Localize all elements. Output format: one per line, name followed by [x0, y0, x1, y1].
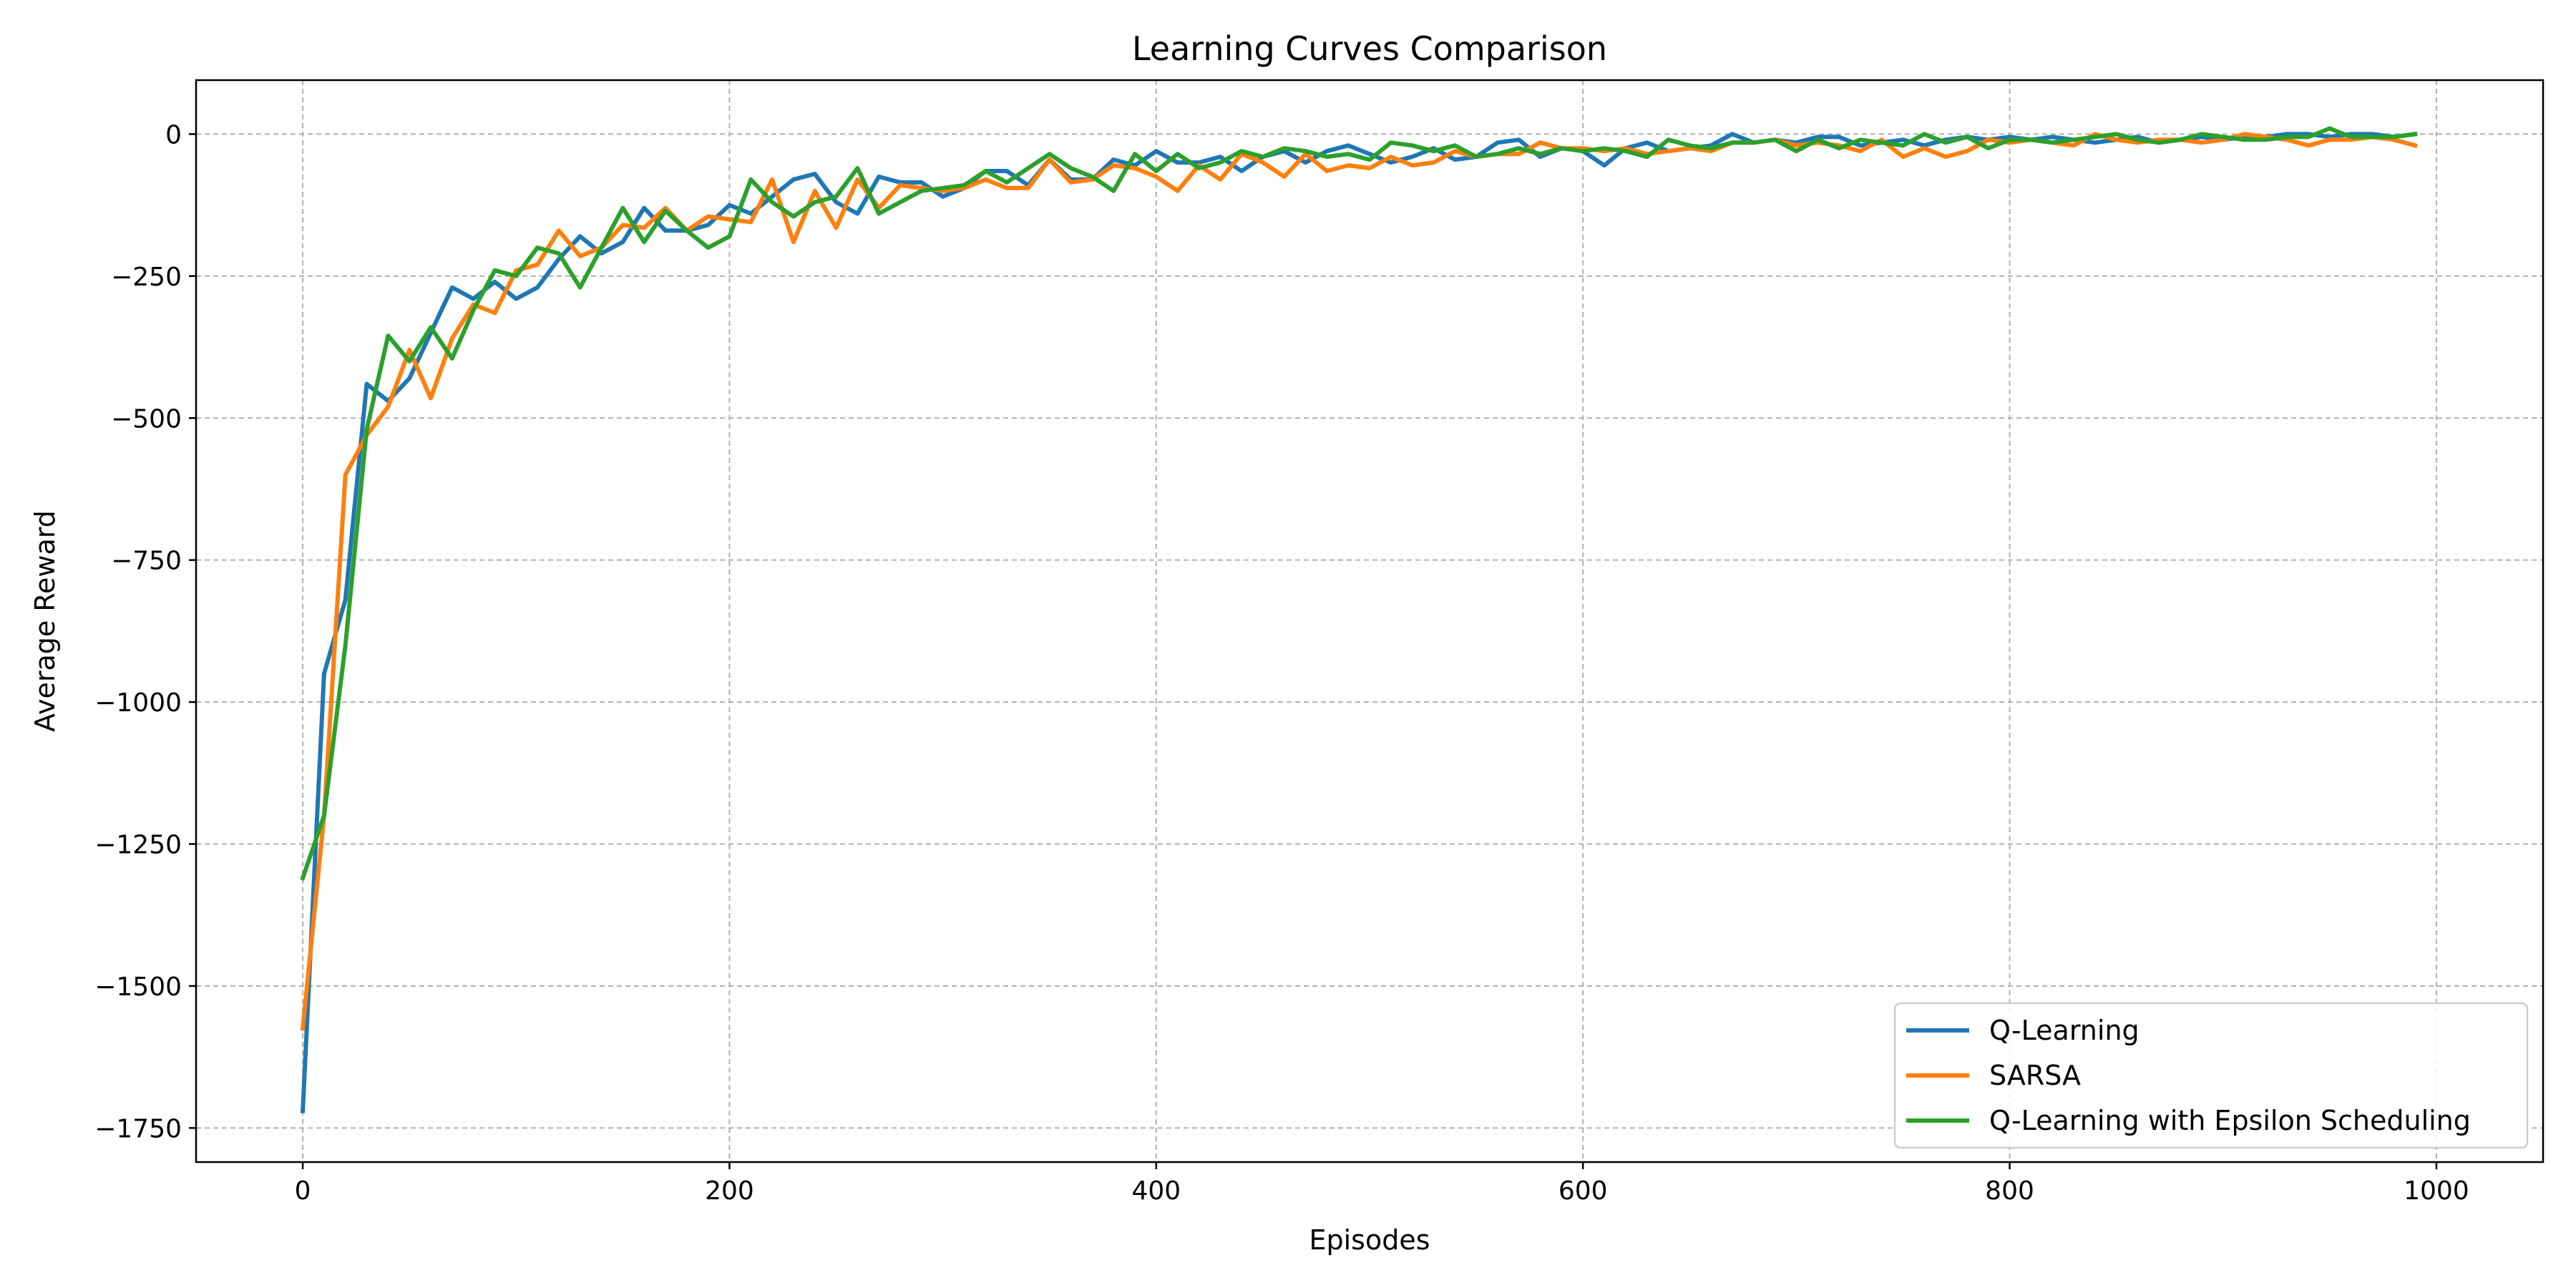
x-axis-label: Episodes	[1309, 1224, 1430, 1256]
y-axis-label: Average Reward	[29, 510, 61, 732]
y-tick-label: −1250	[94, 831, 182, 860]
ticks-layer: 0 200 400 600 800 1000 0 −250 −500 −750 −1000 −1250…	[94, 120, 2469, 1206]
grid-layer	[196, 80, 2543, 1162]
y-tick-label: −250	[111, 263, 182, 292]
y-tick-label: −1750	[94, 1114, 182, 1143]
x-tick-label: 800	[1985, 1176, 2034, 1206]
series-line-3	[300, 126, 2418, 881]
x-tick-label: 600	[1558, 1176, 1608, 1206]
y-tick-label: 0	[165, 120, 182, 150]
legend-label: Q-Learning with Epsilon Scheduling	[1989, 1105, 2471, 1136]
x-tick-label: 1000	[2404, 1176, 2469, 1206]
y-tick-label: −1500	[94, 972, 182, 1002]
y-tick-label: −1000	[94, 688, 182, 718]
legend: Q-Learning SARSA Q-Learning with Epsilon S…	[1893, 1002, 2529, 1149]
series-line-2	[300, 132, 2418, 1031]
legend-label: SARSA	[1989, 1060, 2081, 1091]
legend-box	[1893, 1002, 2529, 1149]
legend-label: Q-Learning	[1989, 1015, 2140, 1046]
x-tick-label: 400	[1131, 1176, 1181, 1206]
y-tick-label: −500	[111, 404, 182, 434]
y-tick-label: −750	[111, 547, 182, 576]
series-layer	[300, 126, 2418, 1113]
plot-frame	[195, 79, 2545, 1163]
x-tick-label: 0	[295, 1176, 311, 1206]
chart-title: Learning Curves Comparison	[1132, 29, 1607, 68]
x-tick-label: 200	[705, 1176, 754, 1206]
